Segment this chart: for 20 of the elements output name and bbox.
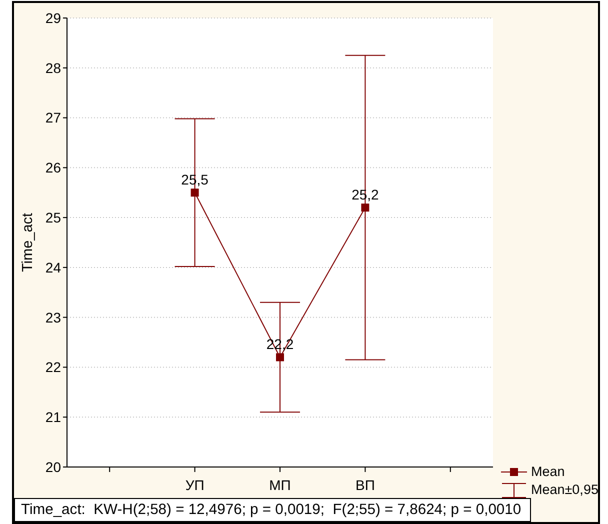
point: [361, 204, 370, 212]
x-tick-label: УП: [185, 476, 204, 493]
y-tick-label: 24: [45, 259, 62, 276]
text: Mean±0,95: [531, 481, 598, 499]
text: Time_act: KW-H(2;58) = 12,4976; p = 0,0019; F(2;55) = 7,8624; p = 0,0010: [14, 498, 531, 522]
x-tick-label: МП: [269, 476, 291, 493]
y-tick-label: 20: [45, 458, 62, 475]
x-tick-label: ВП: [355, 476, 375, 493]
point: [190, 188, 199, 197]
y-tick-label: 22: [45, 359, 62, 376]
y-tick-label: 23: [45, 309, 62, 326]
y-axis-title: Time_act: [20, 212, 36, 272]
y-tick-label: 26: [45, 160, 62, 176]
y-tick-label: 25: [45, 210, 62, 226]
y-tick-label: 28: [45, 60, 62, 76]
legend-label: Mean: [531, 463, 565, 481]
y-tick-label: 21: [45, 409, 62, 426]
point: [276, 353, 284, 362]
y-tick-label: 29: [45, 10, 62, 26]
y-tick-label: 27: [45, 110, 62, 126]
